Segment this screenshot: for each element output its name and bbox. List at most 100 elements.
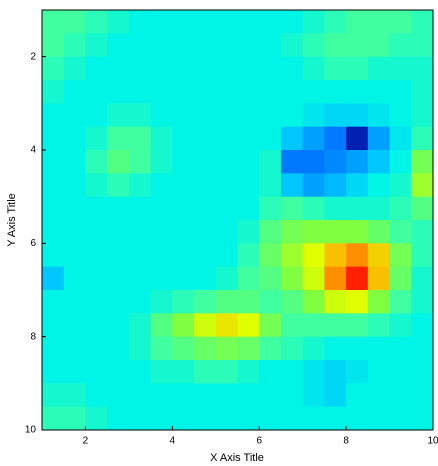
heatmap-cell xyxy=(42,360,65,384)
heatmap-cell xyxy=(367,103,391,128)
heatmap-cell xyxy=(367,33,391,58)
heatmap-cell xyxy=(128,406,152,431)
heatmap-cell xyxy=(63,360,86,384)
heatmap-cell xyxy=(259,406,282,431)
heatmap-cell xyxy=(63,10,86,34)
heatmap-cell xyxy=(237,103,260,128)
heatmap-cell xyxy=(107,126,130,151)
heatmap-cell xyxy=(411,103,434,128)
heatmap-cell xyxy=(324,290,347,314)
heatmap-cell xyxy=(63,80,86,104)
heatmap-cell xyxy=(280,336,304,361)
heatmap-cell xyxy=(128,290,152,314)
heatmap-cell xyxy=(215,126,238,151)
heatmap-cell xyxy=(172,10,195,34)
heatmap-cell xyxy=(411,150,434,174)
heatmap-cell xyxy=(194,336,217,361)
heatmap-cell xyxy=(42,10,65,34)
heatmap-cell xyxy=(107,33,130,58)
heatmap-cell xyxy=(150,173,173,198)
heatmap-cell xyxy=(107,290,130,314)
heatmap-cell xyxy=(63,173,86,198)
heatmap-cell xyxy=(172,290,195,314)
heatmap-cell xyxy=(237,266,260,291)
heatmap-cell xyxy=(324,243,347,268)
heatmap-cell xyxy=(63,406,86,431)
heatmap-cell xyxy=(324,220,347,244)
heatmap-cell xyxy=(346,406,369,431)
heatmap-cell xyxy=(42,406,65,431)
heatmap-cell xyxy=(128,103,152,128)
heatmap-cell xyxy=(63,126,86,151)
heatmap-cell xyxy=(367,10,391,34)
heatmap-cell xyxy=(150,150,173,174)
heatmap-cell xyxy=(367,360,391,384)
heatmap-cell xyxy=(150,243,173,268)
heatmap-cell xyxy=(367,126,391,151)
heatmap-cell xyxy=(215,33,238,58)
heatmap-cell xyxy=(324,313,347,338)
heatmap-cell xyxy=(215,103,238,128)
heatmap-cell xyxy=(172,150,195,174)
heatmap-cell xyxy=(302,266,325,291)
heatmap-cell xyxy=(280,313,304,338)
heatmap-cell xyxy=(128,360,152,384)
heatmap-cell xyxy=(411,80,434,104)
heatmap-cell xyxy=(259,290,282,314)
heatmap-cell xyxy=(42,336,65,361)
heatmap-cell xyxy=(389,406,412,431)
heatmap-cell xyxy=(63,56,86,81)
heatmap-cell xyxy=(215,336,238,361)
heatmap-cell xyxy=(324,103,347,128)
heatmap-cell xyxy=(389,360,412,384)
heatmap-cell xyxy=(194,266,217,291)
heatmap-cell xyxy=(389,103,412,128)
heatmap-cell xyxy=(389,243,412,268)
heatmap-cell xyxy=(280,103,304,128)
heatmap-cell xyxy=(128,266,152,291)
heatmap-cell xyxy=(215,173,238,198)
heatmap-cell xyxy=(324,80,347,104)
heatmap-cell xyxy=(194,313,217,338)
heatmap-cell xyxy=(194,150,217,174)
heatmap-cell xyxy=(150,126,173,151)
heatmap-cell xyxy=(302,336,325,361)
heatmap-cell xyxy=(42,56,65,81)
heatmap-cell xyxy=(150,33,173,58)
heatmap-cell xyxy=(107,196,130,221)
heatmap-cell xyxy=(237,10,260,34)
heatmap-cell xyxy=(346,313,369,338)
heatmap-cell xyxy=(63,220,86,244)
heatmap-cell xyxy=(324,150,347,174)
heatmap-cell xyxy=(324,196,347,221)
heatmap-cell xyxy=(215,243,238,268)
heatmap-cell xyxy=(411,220,434,244)
x-tick-label: 2 xyxy=(83,436,89,447)
heatmap-cell xyxy=(324,266,347,291)
heatmap-cell xyxy=(302,103,325,128)
y-tick-label: 8 xyxy=(30,331,36,342)
heatmap-cell xyxy=(302,126,325,151)
heatmap-cell xyxy=(346,243,369,268)
heatmap-cell xyxy=(237,80,260,104)
heatmap-cell xyxy=(259,220,282,244)
heatmap-cell xyxy=(389,383,412,408)
heatmap-cell xyxy=(172,103,195,128)
heatmap-cell xyxy=(172,126,195,151)
heatmap-cell xyxy=(172,173,195,198)
heatmap-cell xyxy=(237,196,260,221)
heatmap-cell xyxy=(85,336,108,361)
heatmap-cell xyxy=(259,10,282,34)
heatmap-cell xyxy=(172,80,195,104)
heatmap-cell xyxy=(42,266,65,291)
heatmap-cell xyxy=(302,290,325,314)
heatmap-cell xyxy=(194,126,217,151)
heatmap-cell xyxy=(215,220,238,244)
heatmap-cell xyxy=(85,406,108,431)
heatmap-cell xyxy=(280,80,304,104)
heatmap-cell xyxy=(346,266,369,291)
heatmap-cell xyxy=(107,313,130,338)
heatmap-cell xyxy=(237,220,260,244)
heatmap-cell xyxy=(367,56,391,81)
